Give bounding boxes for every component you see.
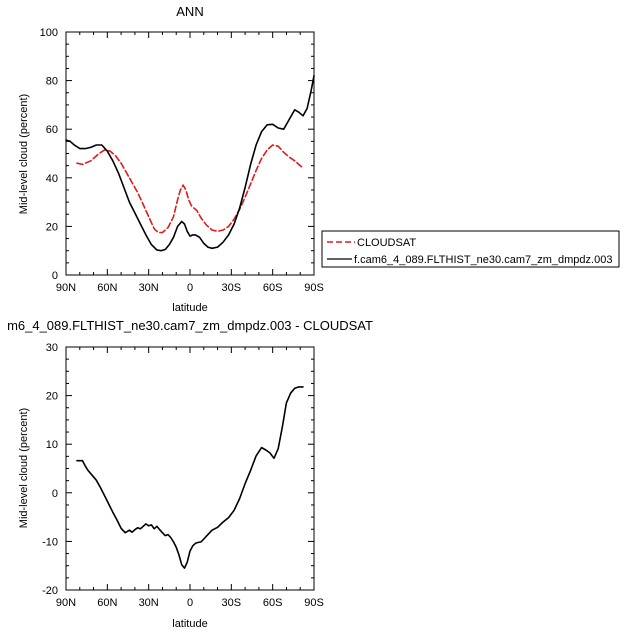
y-tick-label: 60 [46, 124, 58, 136]
y-tick-label: 40 [46, 173, 58, 185]
y-tick-label: 30 [46, 342, 58, 354]
y-tick-label: 100 [40, 27, 58, 39]
series-line-model [65, 74, 315, 252]
panel-bottom-x-tick-labels: 90N 60N 30N 0 30S 60S 90S [56, 597, 324, 609]
x-tick-label: 90N [56, 597, 76, 609]
x-tick-label: 60S [263, 597, 283, 609]
panel-top: ANN 90N 60N 30N 0 30S 60S 90S 0 20 40 60 80 100 lat… [18, 4, 324, 314]
y-tick-label: 0 [52, 488, 58, 500]
y-tick-label: 80 [46, 76, 58, 88]
panel-top-title: ANN [176, 4, 203, 19]
x-tick-label: 30N [139, 597, 159, 609]
x-tick-label: 0 [187, 282, 193, 294]
x-tick-label: 60N [97, 282, 117, 294]
y-tick-label: 20 [46, 221, 58, 233]
legend-box [321, 230, 620, 268]
panel-top-x-axis-title: latitude [172, 302, 207, 314]
panel-bottom-plot-frame [65, 346, 315, 591]
x-tick-label: 30S [222, 597, 242, 609]
x-tick-label: 90S [304, 597, 324, 609]
panel-bottom-y-axis-title: Mid-level cloud (percent) [18, 408, 30, 528]
panel-top-y-axis-title: Mid-level cloud (percent) [18, 94, 30, 214]
y-tick-label: 20 [46, 391, 58, 403]
x-tick-label: 30N [139, 282, 159, 294]
y-tick-label: 0 [52, 270, 58, 282]
y-tick-label: -20 [42, 585, 58, 597]
panel-top-y-tick-labels: 0 20 40 60 80 100 [40, 27, 58, 282]
series-line-cloudsat [76, 144, 304, 234]
panel-top-series [65, 74, 315, 252]
x-tick-label: 90N [56, 282, 76, 294]
series-line-difference [76, 386, 304, 569]
legend-label-cloudsat: CLOUDSAT [357, 237, 416, 249]
panel-top-plot-frame [65, 31, 315, 276]
x-tick-label: 60N [97, 597, 117, 609]
panel-bottom-title: m6_4_089.FLTHIST_ne30.cam7_zm_dmpdz.003 … [7, 318, 373, 333]
panel-bottom-series [76, 386, 304, 569]
y-tick-label: 10 [46, 439, 58, 451]
panel-top-x-tick-labels: 90N 60N 30N 0 30S 60S 90S [56, 282, 324, 294]
x-tick-label: 60S [263, 282, 283, 294]
x-tick-label: 90S [304, 282, 324, 294]
x-tick-label: 30S [222, 282, 242, 294]
panel-bottom-y-tick-labels: -20 -10 0 10 20 30 [42, 342, 58, 597]
x-tick-label: 0 [187, 597, 193, 609]
y-tick-label: -10 [42, 536, 58, 548]
panel-bottom-x-axis-title: latitude [172, 618, 207, 630]
panel-bottom: m6_4_089.FLTHIST_ne30.cam7_zm_dmpdz.003 … [7, 318, 373, 630]
panel-top-ticks [65, 31, 315, 276]
legend: CLOUDSAT f.cam6_4_089.FLTHIST_ne30.cam7_… [321, 230, 620, 268]
legend-label-model: f.cam6_4_089.FLTHIST_ne30.cam7_zm_dmpdz.… [354, 254, 612, 266]
